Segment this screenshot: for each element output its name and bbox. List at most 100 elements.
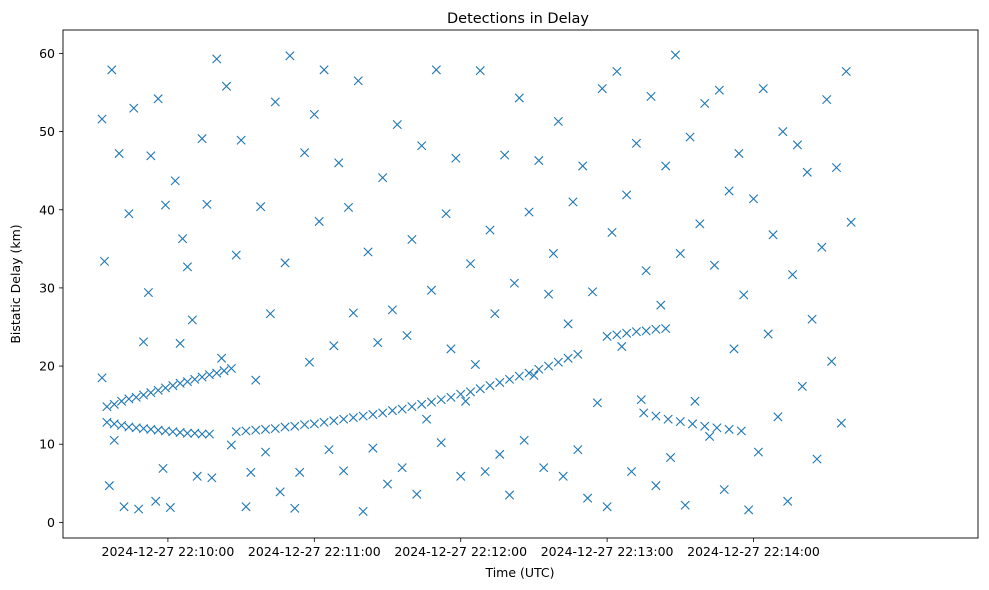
data-point-marker [461,396,471,406]
data-point-marker [651,481,661,491]
data-point-marker [319,417,329,427]
data-point-marker [260,447,271,457]
y-tick-label: 50 [39,124,55,139]
data-point-marker [714,85,724,95]
data-point-marker [563,353,573,363]
data-point-marker [109,419,119,429]
data-point-marker [739,290,749,300]
data-point-marker [724,424,734,434]
data-point-marker [587,287,598,297]
data-point-marker [212,54,222,64]
data-point-marker [407,234,417,245]
x-tick-label: 2024-12-27 22:13:00 [541,544,674,559]
data-point-marker [441,209,451,219]
data-point-marker [509,278,519,288]
data-point-marker [734,148,744,159]
data-point-marker [504,490,515,500]
data-point-marker [170,176,180,186]
chart-title: Detections in Delay [447,11,589,27]
x-tick-label: 2024-12-27 22:11:00 [248,544,381,559]
data-point-marker [290,421,300,431]
data-point-marker [116,396,127,406]
axes-frame [62,29,979,539]
data-point-marker [168,381,178,391]
data-point-marker [402,330,412,341]
data-point-marker [500,150,510,160]
data-point-marker [368,443,378,453]
data-point-marker [534,155,544,166]
data-point-marker [485,225,495,235]
data-point-marker [285,51,295,61]
data-point-marker [768,230,778,240]
y-tick-label: 40 [39,202,55,217]
data-point-marker [348,308,358,318]
data-point-marker [802,167,812,177]
data-point-marker [465,259,476,269]
data-point-marker [700,98,710,109]
data-point-marker [646,91,656,102]
data-point-marker [304,357,315,367]
data-point-marker [719,484,729,495]
data-point-marker [607,227,617,238]
data-point-marker [709,260,720,270]
data-point-marker [236,135,246,145]
data-point-marker [109,435,119,445]
data-point-marker [358,411,368,421]
data-point-marker [197,134,207,144]
data-point-marker [543,361,554,371]
data-point-marker [446,392,456,402]
data-point-marker [475,384,485,394]
data-point-marker [675,416,685,427]
data-point-marker [490,309,500,319]
data-point-marker [270,423,280,434]
y-axis-ticks: 0 10 20 30 40 50 60 [39,46,63,530]
data-point-marker [204,370,214,380]
data-point-marker [753,447,763,457]
data-point-marker [151,496,161,506]
data-point-marker [812,454,822,464]
data-point-marker [290,503,300,513]
data-point-marker [378,408,388,418]
data-point-marker [175,427,185,438]
data-point-marker [131,392,141,402]
data-point-marker [378,173,388,183]
data-point-marker [602,502,612,512]
data-point-marker [622,190,632,200]
data-point-marker [485,381,495,391]
data-point-marker [160,383,171,393]
data-point-marker [773,412,783,422]
data-point-marker [514,371,524,381]
data-point-marker [827,356,837,366]
data-point-marker [241,502,251,512]
data-point-marker [583,493,593,503]
y-tick-label: 0 [47,515,55,530]
data-point-marker [256,202,266,212]
data-point-marker [339,466,349,476]
data-point-marker [744,505,754,515]
data-point-marker [97,114,107,124]
data-point-marker [192,471,202,481]
y-tick-label: 20 [39,359,55,374]
data-point-marker [763,329,773,339]
data-point-marker [382,479,393,489]
data-point-marker [612,66,622,77]
data-point-marker [329,341,339,351]
data-point-marker [153,385,163,395]
data-point-marker [470,359,480,370]
data-point-marker [622,328,632,338]
data-point-marker [553,116,563,127]
data-point-marker [187,315,197,325]
data-point-marker [324,445,334,455]
data-point-marker [431,65,441,75]
x-tick-label: 2024-12-27 22:10:00 [102,544,235,559]
data-point-marker [329,416,339,426]
data-point-marker [207,473,217,483]
x-axis-label: Time (UTC) [484,565,554,580]
data-point-marker [558,471,568,481]
data-point-marker [160,426,171,436]
data-point-marker [146,424,156,434]
data-point-marker [241,426,251,436]
data-point-marker [348,413,358,423]
data-point-marker [221,81,232,91]
